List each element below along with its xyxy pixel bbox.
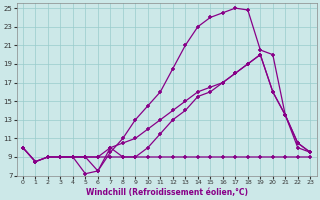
X-axis label: Windchill (Refroidissement éolien,°C): Windchill (Refroidissement éolien,°C)	[85, 188, 248, 197]
